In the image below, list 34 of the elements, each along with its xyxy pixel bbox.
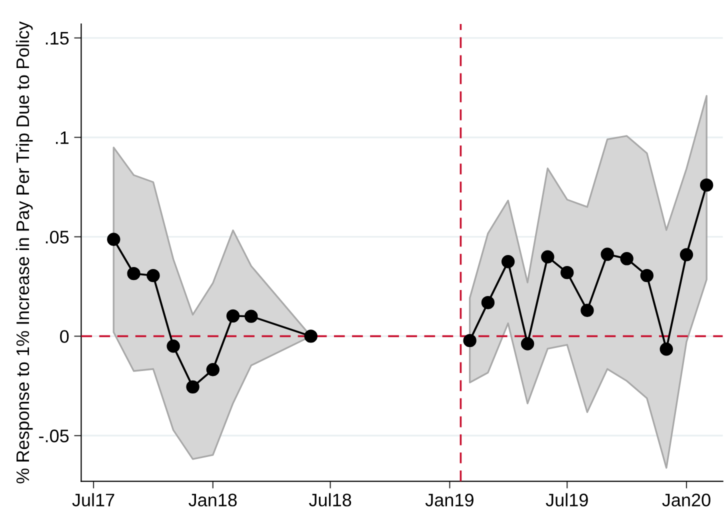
point xyxy=(127,266,140,280)
point xyxy=(640,268,654,282)
y-tick-label: .1 xyxy=(56,131,69,144)
point xyxy=(206,363,220,376)
point xyxy=(541,250,554,264)
x-tick-label: Jul18 xyxy=(309,493,352,506)
x-tick-label: Jan20 xyxy=(662,494,710,506)
point xyxy=(620,252,634,266)
point xyxy=(186,380,200,394)
point xyxy=(481,296,495,310)
point xyxy=(560,266,574,280)
x-tick-label: Jul19 xyxy=(546,493,588,506)
y-tick-label: -.05 xyxy=(39,430,69,442)
point xyxy=(463,334,476,348)
point xyxy=(501,255,515,268)
point xyxy=(166,340,180,353)
point xyxy=(700,178,714,192)
point xyxy=(580,304,594,317)
x-tick-label: Jan18 xyxy=(188,494,237,506)
point xyxy=(244,310,258,323)
y-tick-label: 0 xyxy=(60,330,69,343)
point xyxy=(660,342,673,356)
point xyxy=(600,248,614,261)
point xyxy=(226,309,240,323)
x-tick-label: Jan19 xyxy=(425,494,474,506)
point xyxy=(304,330,318,343)
point xyxy=(107,232,120,246)
y-tick-label: .05 xyxy=(46,230,69,244)
point xyxy=(520,337,534,350)
point xyxy=(146,268,160,282)
x-tick-label: Jul17 xyxy=(72,493,114,506)
y-axis-title: % Response to 1% Increase in Pay Per Trip Due to Policy xyxy=(16,21,33,484)
y-tick-label: .15 xyxy=(46,32,69,45)
point xyxy=(680,248,694,262)
